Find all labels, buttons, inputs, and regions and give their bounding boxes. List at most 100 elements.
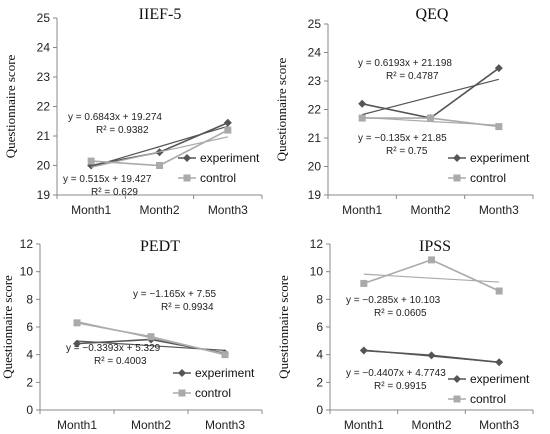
legend-swatch-marker [453, 174, 461, 182]
data-point-control [156, 162, 163, 169]
y-tick-label: 19 [37, 188, 51, 202]
data-point-control [87, 157, 95, 165]
y-tick-label: 25 [308, 17, 322, 31]
y-tick-label: 24 [37, 41, 51, 55]
data-point-control [358, 114, 366, 122]
chart-title: QEQ [416, 6, 449, 23]
data-point-experiment [73, 339, 81, 348]
chart-panel-pedt: PEDT Questionnaire score 0 2 4 6 8 10 12 Month1 Mo… [0, 237, 263, 432]
trend-r-squared: R² = 0.0605 [374, 308, 427, 319]
legend-swatch-marker [183, 154, 191, 162]
trend-equation: y = −0.285x + 10.103 [346, 295, 441, 306]
trend-r-squared: R² = 0.75 [386, 146, 428, 157]
chart-panel-qeq: QEQ Questionnaire score 19 20 21 22 23 24 25 Mont… [274, 6, 534, 217]
trend-equation: y = −1.165x + 7.55 [133, 289, 217, 300]
data-point-experiment [223, 118, 232, 127]
y-tick-label: 8 [26, 292, 33, 306]
x-tick-label: Month1 [71, 203, 111, 217]
y-tick-label: 12 [20, 237, 34, 251]
data-point-control [495, 123, 503, 131]
y-tick-label: 22 [37, 100, 51, 114]
legend-swatch-marker [178, 389, 186, 397]
y-tick-label: 20 [37, 159, 51, 173]
legend-label: control [195, 386, 231, 400]
trend-equation: y = 0.6843x + 19.274 [68, 112, 162, 123]
y-axis-label: Questionnaire score [274, 57, 289, 161]
x-tick-label: Month1 [342, 203, 382, 217]
data-point-experiment [494, 64, 503, 73]
x-tick-label: Month2 [139, 203, 179, 217]
legend-label: experiment [195, 366, 255, 380]
data-point-control [495, 287, 503, 295]
y-tick-label: 21 [37, 129, 51, 143]
legend-label: experiment [200, 151, 260, 165]
y-axis-label: Questionnaire score [276, 275, 291, 379]
data-point-experiment [358, 99, 367, 108]
data-point-experiment [427, 351, 436, 360]
legend-label: control [470, 171, 506, 185]
y-tick-label: 6 [316, 320, 323, 334]
trend-r-squared: R² = 0.9934 [161, 302, 214, 313]
data-point-control [427, 114, 434, 122]
y-tick-label: 2 [316, 375, 323, 389]
data-point-control [224, 126, 232, 134]
y-tick-label: 25 [37, 11, 51, 25]
trendline-experiment [362, 78, 499, 116]
data-point-control [221, 351, 229, 359]
legend-label: experiment [470, 372, 530, 386]
data-point-control [147, 333, 155, 341]
trend-equation: y = 0.6193x + 21.198 [358, 58, 452, 69]
y-tick-label: 19 [308, 188, 322, 202]
chart-title: IIEF-5 [139, 6, 182, 23]
trend-r-squared: R² = 0.4003 [94, 356, 147, 367]
data-point-experiment [359, 346, 368, 355]
x-tick-label: Month1 [344, 418, 384, 432]
chart-title: IPSS [419, 238, 451, 255]
legend-label: control [470, 392, 506, 406]
y-tick-label: 23 [308, 74, 322, 88]
y-tick-label: 2 [26, 375, 33, 389]
legend-swatch-marker [453, 375, 461, 383]
y-axis-label: Questionnaire score [3, 54, 18, 158]
legend-label: control [200, 171, 236, 185]
y-tick-label: 10 [20, 265, 34, 279]
y-tick-label: 10 [310, 265, 324, 279]
data-point-control [73, 319, 81, 327]
trend-equation: y = 0.515x + 19.427 [63, 174, 152, 185]
trend-r-squared: R² = 0.629 [91, 187, 138, 198]
y-tick-label: 8 [316, 292, 323, 306]
trend-equation: y = −0.4407x + 4.7743 [346, 368, 446, 379]
chart-panel-ipss: IPSS Questionnaire score 0 2 4 6 8 10 12 Month1 Mo… [276, 237, 534, 432]
legend-swatch-marker [183, 174, 191, 182]
y-tick-label: 21 [308, 131, 322, 145]
legend-swatch-marker [453, 395, 461, 403]
y-tick-label: 20 [308, 160, 322, 174]
y-tick-label: 24 [308, 46, 322, 60]
y-tick-label: 23 [37, 70, 51, 84]
y-axis-label: Questionnaire score [0, 275, 15, 379]
y-tick-label: 0 [316, 403, 323, 417]
chart-panel-iief-5: IIEF-5 Questionnaire score 19 20 21 22 23 24 25 M… [3, 6, 263, 217]
legend-swatch-marker [178, 369, 186, 377]
trend-r-squared: R² = 0.9915 [374, 381, 427, 392]
y-tick-label: 22 [308, 103, 322, 117]
data-point-control [428, 256, 435, 264]
data-point-control [360, 279, 368, 287]
y-tick-label: 12 [310, 237, 324, 251]
y-tick-label: 4 [26, 348, 33, 362]
trend-equation: y = −0.3393x + 5.329 [66, 343, 161, 354]
x-tick-label: Month2 [410, 203, 450, 217]
data-point-experiment [495, 358, 504, 367]
y-tick-label: 0 [26, 403, 33, 417]
x-tick-label: Month2 [411, 418, 451, 432]
y-tick-label: 4 [316, 348, 323, 362]
x-tick-label: Month2 [131, 418, 171, 432]
trend-r-squared: R² = 0.4787 [386, 71, 439, 82]
chart-title: PEDT [140, 238, 180, 255]
x-tick-label: Month3 [479, 418, 519, 432]
y-tick-label: 6 [26, 320, 33, 334]
x-tick-label: Month3 [205, 418, 245, 432]
trend-r-squared: R² = 0.9382 [96, 125, 149, 136]
trend-equation: y = −0.135x + 21.85 [358, 133, 447, 144]
